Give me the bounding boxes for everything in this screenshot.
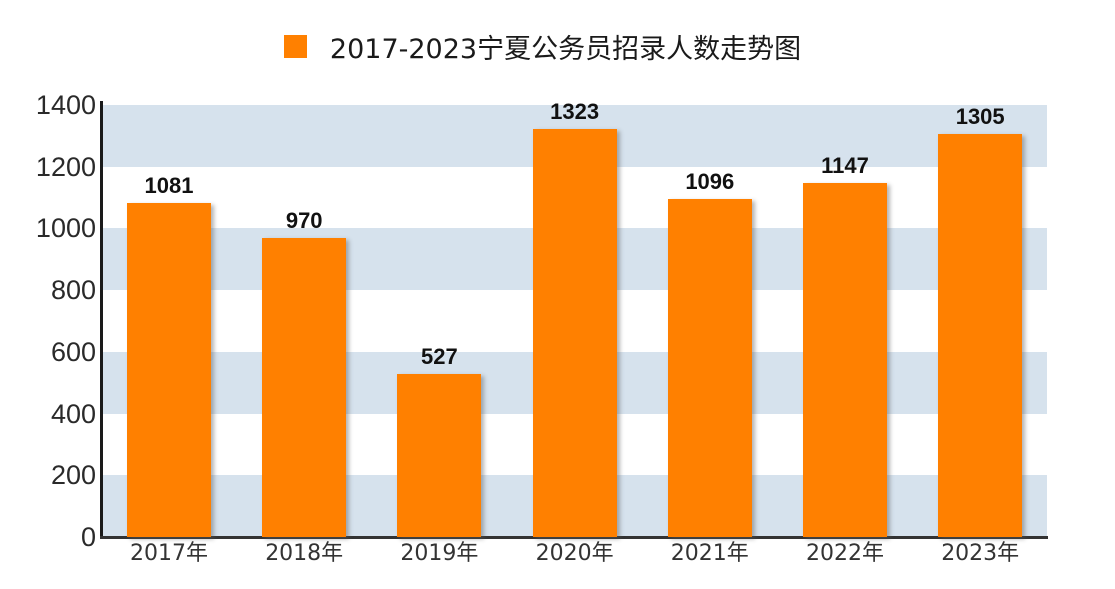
bar-value-label: 1147 [821, 153, 869, 179]
y-tick-label: 1400 [35, 90, 96, 120]
bar [397, 374, 482, 537]
x-tick-label: 2023年 [941, 541, 1020, 566]
x-tick-label: 2022年 [806, 541, 884, 566]
x-tick-label: 2018年 [265, 541, 344, 566]
bar [127, 203, 211, 537]
bar [532, 128, 617, 537]
y-axis-line [100, 101, 103, 539]
bar-value-label: 1305 [955, 104, 1005, 130]
x-tick-label: 2017年 [130, 541, 208, 566]
bar-value-label: 1096 [685, 168, 735, 194]
y-tick-label: 200 [50, 460, 96, 491]
legend-swatch [283, 34, 307, 58]
bar [938, 134, 1023, 537]
bar-value-label: 527 [421, 344, 458, 370]
bar-value-label: 970 [285, 207, 323, 233]
y-tick-label: 800 [50, 275, 96, 306]
bar [803, 183, 887, 537]
x-tick-label: 2021年 [670, 541, 749, 566]
bar [667, 198, 752, 537]
y-tick-label: 0 [80, 522, 96, 552]
y-tick-label: 1000 [35, 213, 96, 244]
y-tick-label: 400 [50, 398, 96, 429]
bar-value-label: 1323 [550, 98, 600, 124]
x-axis-line [100, 536, 1048, 539]
x-tick-label: 2019年 [400, 541, 479, 566]
y-tick-label: 1200 [35, 151, 96, 182]
x-tick-label: 2020年 [535, 541, 614, 566]
bar [262, 237, 347, 537]
bar-value-label: 1081 [144, 173, 194, 199]
chart-legend: 2017-2023宁夏公务员招录人数走势图 [0, 28, 1115, 65]
chart-title: 2017-2023宁夏公务员招录人数走势图 [329, 33, 802, 65]
y-tick-label: 600 [50, 336, 96, 367]
